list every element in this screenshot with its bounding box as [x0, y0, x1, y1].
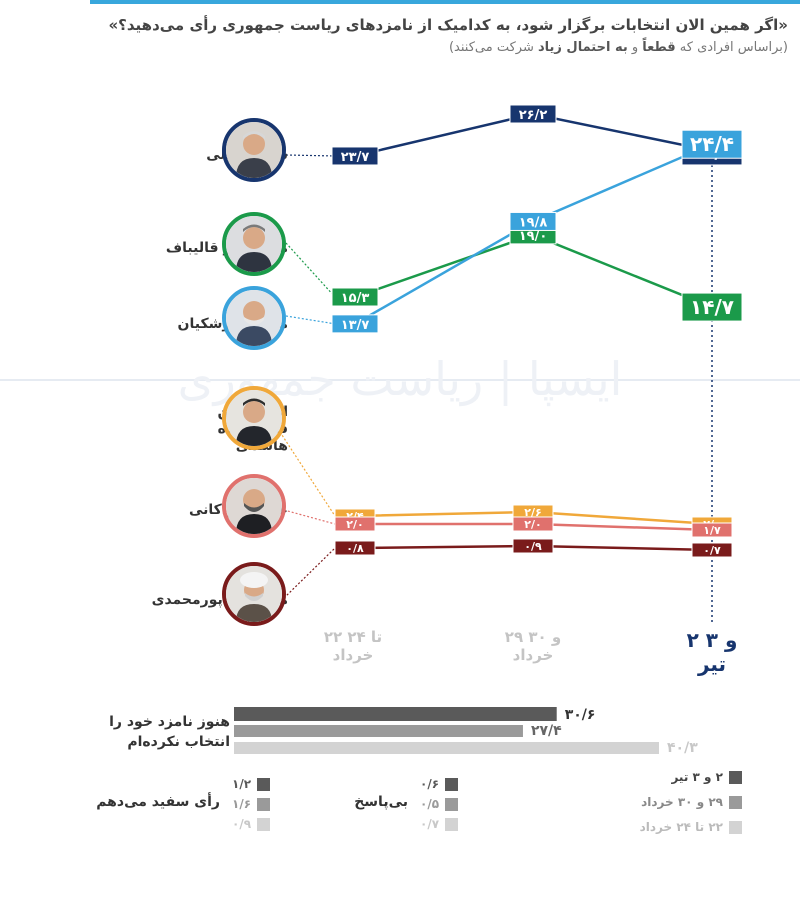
point-label-1-2: ۱۴/۷	[690, 295, 734, 319]
no-answer-label: بی‌پاسخ	[354, 794, 408, 810]
no-answer-value-1: ۰/۶	[420, 777, 459, 791]
undecided-value-2: ۴۰/۳	[667, 740, 698, 756]
legend-item-1: ۲ و ۳ تیر	[671, 770, 742, 784]
series-line-1	[354, 233, 713, 309]
point-label-2-2: ۲۴/۴	[690, 132, 734, 156]
undecided-value-1: ۲۷/۴	[531, 723, 562, 739]
period-label-1: ۲۲ تا ۲۴ خرداد	[323, 628, 383, 664]
period-label-3: ۲ و ۳ تیر	[686, 628, 738, 676]
point-label-0-1: ۲۶/۲	[519, 108, 548, 123]
point-label-bg-0-0	[331, 146, 379, 166]
avatar-ghazizadeh	[222, 386, 286, 450]
point-label-4-1: ۲/۰	[524, 518, 541, 531]
blank-vote-value-2: ۱/۶	[232, 797, 271, 811]
point-label-bg-5-2	[691, 542, 733, 558]
point-label-3-1: ۲/۶	[524, 506, 541, 519]
legend-item-3: ۲۲ تا ۲۴ خرداد	[640, 820, 742, 834]
point-label-4-2: ۱/۷	[703, 524, 721, 537]
no-answer-value-2: ۰/۵	[420, 797, 459, 811]
connector-1	[285, 242, 336, 298]
blank-vote-label: رأی سفید می‌دهم	[96, 794, 220, 810]
connector-4	[283, 509, 336, 525]
blank-vote-value-3: ۰/۹	[232, 817, 271, 831]
point-label-5-2: ۰/۷	[703, 544, 721, 557]
point-label-5-1: ۰/۹	[524, 540, 542, 553]
point-label-bg-5-0	[334, 540, 376, 556]
undecided-bar-1	[234, 725, 523, 737]
point-label-bg-1-2	[681, 292, 743, 322]
chart-title: «اگر همین الان انتخابات برگزار شود، به ک…	[108, 16, 788, 34]
point-label-0-0: ۲۳/۷	[341, 150, 370, 165]
point-label-4-0: ۲/۰	[346, 518, 363, 531]
connector-5	[283, 547, 336, 599]
avatar-jalili	[222, 118, 286, 182]
point-label-1-0: ۱۵/۳	[341, 291, 370, 306]
chart-subtitle: (براساس افرادی که قطعاً و به احتمال زیاد…	[448, 40, 788, 55]
point-label-bg-2-1	[509, 211, 557, 231]
point-label-bg-0-1	[509, 104, 557, 124]
top-accent-bar	[90, 0, 800, 4]
undecided-label: هنوز نامزد خود را انتخاب نکرده‌ام	[109, 714, 230, 750]
point-label-bg-1-0	[331, 287, 379, 307]
point-label-bg-2-0	[331, 314, 379, 334]
undecided-bar-2	[234, 742, 659, 754]
point-label-5-0: ۰/۸	[346, 542, 364, 555]
avatar-zakani	[222, 474, 286, 538]
connector-3	[279, 431, 336, 517]
period-label-2: ۲۹ و ۳۰ خرداد	[504, 628, 562, 664]
connector-2	[285, 315, 336, 325]
avatar-ghalibaf	[222, 212, 286, 276]
avatar-pezeshkian	[222, 286, 286, 350]
point-label-bg-2-2	[681, 129, 743, 159]
point-label-bg-4-0	[334, 516, 376, 532]
point-label-bg-4-2	[691, 522, 733, 538]
connector-0	[285, 154, 336, 157]
point-label-bg-5-1	[512, 538, 554, 554]
avatar-pourmohammadi	[222, 562, 286, 626]
blank-vote-value-1: ۱/۲	[232, 777, 271, 791]
point-label-2-1: ۱۹/۸	[519, 215, 548, 230]
undecided-value-0: ۳۰/۶	[565, 707, 596, 723]
no-answer-value-3: ۰/۷	[420, 817, 459, 831]
point-label-bg-4-1	[512, 516, 554, 532]
undecided-bar-0	[234, 707, 557, 721]
point-label-1-1: ۱۹/۰	[519, 229, 548, 244]
legend-item-2: ۲۹ و ۳۰ خرداد	[641, 795, 742, 809]
point-label-2-0: ۱۳/۷	[341, 318, 370, 333]
